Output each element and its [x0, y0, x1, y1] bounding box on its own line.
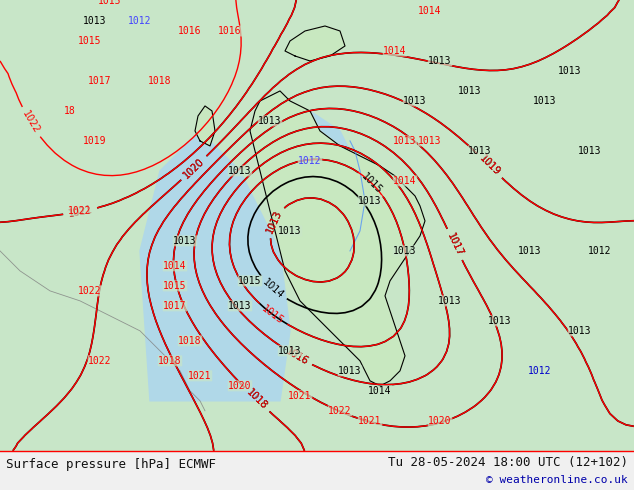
- Text: 1013: 1013: [458, 86, 482, 96]
- Text: 1018: 1018: [148, 76, 172, 86]
- Text: 1013: 1013: [258, 116, 281, 126]
- Text: 1022: 1022: [328, 406, 352, 416]
- Text: 1021: 1021: [288, 391, 312, 401]
- Text: 1016: 1016: [284, 346, 310, 367]
- Text: 1013: 1013: [228, 166, 252, 176]
- Text: 1019: 1019: [477, 154, 501, 178]
- Text: 1014: 1014: [368, 386, 392, 396]
- Text: 1013: 1013: [578, 146, 602, 156]
- Text: 1014: 1014: [383, 46, 407, 56]
- Text: 1013: 1013: [393, 136, 417, 146]
- Text: 1015: 1015: [238, 276, 262, 286]
- Text: 1015: 1015: [260, 303, 286, 326]
- Polygon shape: [280, 121, 298, 141]
- Text: 1015: 1015: [163, 281, 187, 291]
- Text: 1013: 1013: [533, 96, 557, 106]
- Text: 1013: 1013: [358, 196, 382, 206]
- Text: 1013: 1013: [469, 146, 492, 156]
- Text: 1013: 1013: [568, 326, 592, 336]
- Text: 1012: 1012: [298, 156, 321, 166]
- Text: 1013: 1013: [428, 56, 452, 66]
- Text: 1013: 1013: [488, 316, 512, 326]
- Text: 1013: 1013: [278, 226, 302, 236]
- Text: 1022: 1022: [68, 206, 92, 216]
- Text: 1020: 1020: [228, 381, 252, 391]
- Text: 1020: 1020: [428, 416, 452, 426]
- Text: 1021: 1021: [67, 205, 93, 219]
- Text: 1017: 1017: [88, 76, 112, 86]
- Text: 1015: 1015: [78, 36, 101, 46]
- Text: 1013: 1013: [393, 246, 417, 256]
- Text: Tu 28-05-2024 18:00 UTC (12+102): Tu 28-05-2024 18:00 UTC (12+102): [387, 456, 628, 469]
- Text: © weatheronline.co.uk: © weatheronline.co.uk: [486, 475, 628, 485]
- Text: 1014: 1014: [393, 176, 417, 186]
- Text: 1012: 1012: [528, 366, 552, 376]
- Text: 1021: 1021: [358, 416, 382, 426]
- Text: 1013: 1013: [228, 301, 252, 311]
- Text: 1013: 1013: [339, 366, 362, 376]
- Text: 1016: 1016: [218, 26, 242, 36]
- Text: 1013: 1013: [83, 16, 107, 26]
- Text: 1013: 1013: [559, 66, 582, 76]
- Text: 1013: 1013: [264, 208, 283, 235]
- Text: 1013: 1013: [403, 96, 427, 106]
- Text: 1016: 1016: [178, 26, 202, 36]
- Text: 1015: 1015: [98, 0, 122, 6]
- Text: 1012: 1012: [128, 16, 152, 26]
- Text: 1018: 1018: [158, 356, 182, 366]
- Text: 1018: 1018: [245, 388, 269, 412]
- Text: 1017: 1017: [445, 231, 465, 258]
- Polygon shape: [195, 106, 215, 146]
- Text: 1019: 1019: [477, 154, 501, 178]
- Text: 1022: 1022: [20, 109, 41, 135]
- Text: Surface pressure [hPa] ECMWF: Surface pressure [hPa] ECMWF: [6, 458, 216, 471]
- Text: 1013: 1013: [173, 236, 197, 246]
- Text: 1018: 1018: [178, 336, 202, 346]
- Polygon shape: [140, 131, 290, 401]
- Polygon shape: [290, 111, 360, 251]
- Text: 1016: 1016: [284, 346, 310, 367]
- Text: 1022: 1022: [88, 356, 112, 366]
- Text: 1019: 1019: [83, 136, 107, 146]
- Text: 1014: 1014: [418, 6, 442, 16]
- Text: 1018: 1018: [245, 388, 269, 412]
- Polygon shape: [250, 91, 425, 386]
- Text: 1014: 1014: [163, 261, 187, 271]
- Text: 1013: 1013: [518, 246, 541, 256]
- Polygon shape: [285, 26, 345, 61]
- Text: 1020: 1020: [181, 156, 206, 180]
- Text: 1017: 1017: [163, 301, 187, 311]
- Text: 18: 18: [64, 106, 76, 116]
- Text: 1013: 1013: [418, 136, 442, 146]
- Text: 1013: 1013: [278, 346, 302, 356]
- Text: 1020: 1020: [181, 156, 206, 180]
- Text: 1017: 1017: [445, 231, 465, 258]
- Text: 1015: 1015: [359, 171, 384, 196]
- Text: 1013: 1013: [438, 296, 462, 306]
- Text: 1012: 1012: [588, 246, 612, 256]
- Text: 1021: 1021: [188, 371, 212, 381]
- Text: 1014: 1014: [261, 277, 285, 300]
- Text: 1013: 1013: [264, 208, 283, 235]
- Text: 1021: 1021: [67, 205, 93, 219]
- Text: 1022: 1022: [78, 286, 101, 296]
